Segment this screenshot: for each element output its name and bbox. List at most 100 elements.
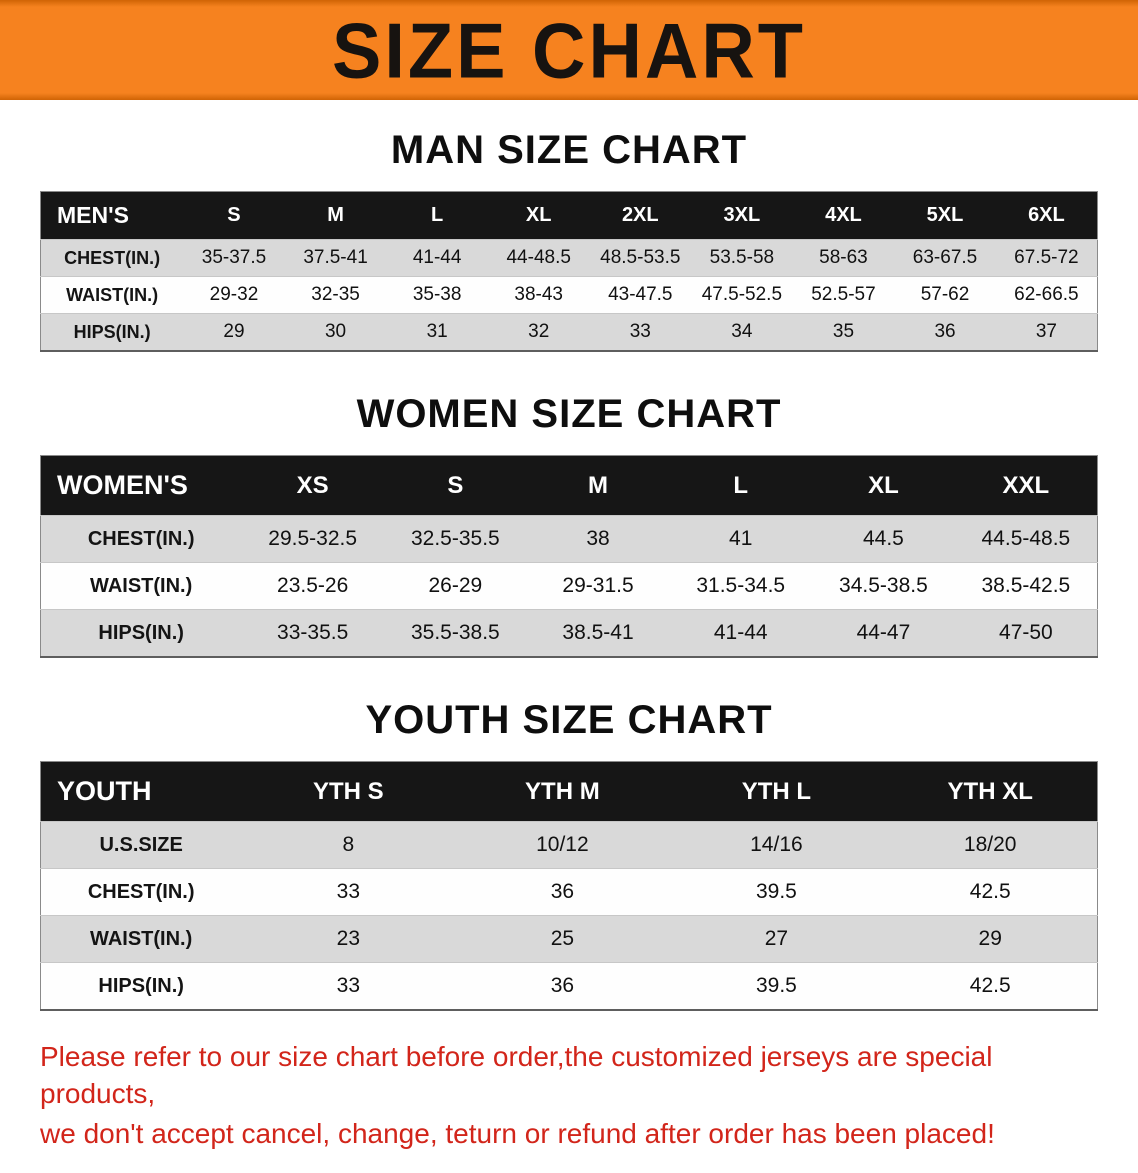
size-value: 38-43 bbox=[514, 284, 564, 305]
size-value: 23 bbox=[336, 927, 361, 950]
size-value: 29 bbox=[223, 321, 245, 342]
size-value: 33-35.5 bbox=[277, 621, 349, 644]
size-value: 32-35 bbox=[311, 284, 360, 305]
table-corner-label: MEN'S bbox=[40, 191, 184, 240]
size-value: 42.5 bbox=[969, 974, 1011, 997]
size-value: 37 bbox=[1035, 321, 1057, 342]
size-value: 14/16 bbox=[750, 833, 803, 856]
size-value: 35-37.5 bbox=[201, 247, 267, 268]
women-section-heading: WOMEN SIZE CHART bbox=[356, 392, 782, 436]
table-row: WAIST(IN.) 23 25 27 29 bbox=[40, 915, 1098, 963]
size-value: 27 bbox=[764, 927, 789, 950]
size-value: 52.5-57 bbox=[811, 284, 876, 305]
size-value: 44-48.5 bbox=[506, 247, 571, 268]
size-value: 29 bbox=[978, 927, 1002, 950]
size-value: 47.5-52.5 bbox=[701, 284, 783, 305]
size-value: 44.5 bbox=[862, 527, 904, 550]
men-size-table: MEN'S S M L XL 2XL 3XL 4XL 5XL 6XL CHEST(IN.) 35-37… bbox=[40, 191, 1098, 352]
size-value: 42.5 bbox=[969, 880, 1011, 903]
size-value: 48.5-53.5 bbox=[600, 247, 681, 268]
size-value: 31 bbox=[426, 321, 448, 342]
banner: SIZE CHART bbox=[0, 0, 1138, 100]
size-column-header: L bbox=[386, 191, 488, 240]
row-label: HIPS(IN.) bbox=[98, 621, 184, 644]
size-value: 53.5-58 bbox=[709, 247, 775, 268]
size-value: 43-47.5 bbox=[608, 284, 673, 305]
size-value: 33 bbox=[336, 974, 361, 997]
table-row: CHEST(IN.) 35-37.5 37.5-41 41-44 44-48.5 48.5… bbox=[40, 239, 1098, 277]
size-column-header: 4XL bbox=[792, 191, 895, 240]
size-value: 62-66.5 bbox=[1014, 284, 1079, 305]
size-value: 63-67.5 bbox=[912, 247, 978, 268]
size-value: 29-32 bbox=[209, 284, 259, 305]
women-size-table: WOMEN'S XS S M L XL XXL CHEST(IN.) 29.5-32.5 32.5… bbox=[40, 455, 1098, 658]
size-value: 26-29 bbox=[428, 574, 483, 597]
row-label: WAIST(IN.) bbox=[90, 574, 193, 597]
row-label: WAIST(IN.) bbox=[66, 284, 159, 305]
size-column-header: XS bbox=[241, 455, 385, 516]
size-value: 33 bbox=[629, 321, 651, 342]
size-value: 34.5-38.5 bbox=[839, 574, 928, 597]
table-corner-label: WOMEN'S bbox=[40, 455, 242, 516]
disclaimer: Please refer to our size chart before or… bbox=[40, 1039, 1100, 1153]
size-column-header: 2XL bbox=[589, 191, 692, 240]
size-column-header: 3XL bbox=[691, 191, 793, 240]
size-column-header: XL bbox=[487, 191, 590, 240]
size-column-header: YTH L bbox=[669, 761, 884, 822]
size-column-header: XXL bbox=[954, 455, 1098, 516]
row-label: CHEST(IN.) bbox=[64, 247, 161, 268]
table-corner-label: YOUTH bbox=[40, 761, 242, 822]
size-value: 58-63 bbox=[819, 247, 868, 268]
size-value: 38.5-42.5 bbox=[981, 574, 1071, 597]
size-value: 39.5 bbox=[755, 880, 797, 903]
size-value: 67.5-72 bbox=[1014, 247, 1079, 268]
youth-section-heading: YOUTH SIZE CHART bbox=[365, 698, 773, 742]
size-value: 47-50 bbox=[999, 621, 1053, 644]
size-column-header: M bbox=[284, 191, 387, 240]
size-column-header: M bbox=[526, 455, 670, 516]
size-value: 57-62 bbox=[920, 284, 970, 305]
table-row: CHEST(IN.) 29.5-32.5 32.5-35.5 38 41 44.5 44.5… bbox=[40, 515, 1098, 563]
size-column-header: XL bbox=[812, 455, 955, 516]
size-value: 35-38 bbox=[412, 284, 462, 305]
table-row: WAIST(IN.) 23.5-26 26-29 29-31.5 31.5-34.5 34… bbox=[40, 562, 1098, 610]
men-section-heading: MAN SIZE CHART bbox=[390, 128, 748, 172]
size-column-header: YTH M bbox=[455, 761, 670, 822]
disclaimer-line-2: we don't accept cancel, change, teturn o… bbox=[40, 1117, 995, 1149]
disclaimer-line-1: Please refer to our size chart before or… bbox=[40, 1041, 993, 1109]
table-header-row: YOUTH YTH S YTH M YTH L YTH XL bbox=[40, 761, 1098, 822]
men-size-section: MAN SIZE CHART MEN'S S M L XL 2XL 3XL 4XL 5XL 6XL… bbox=[0, 128, 1138, 352]
size-value: 23.5-26 bbox=[277, 574, 349, 597]
size-value: 34 bbox=[731, 321, 753, 342]
size-value: 35.5-38.5 bbox=[410, 621, 500, 644]
page-title: SIZE CHART bbox=[332, 6, 806, 94]
row-label: CHEST(IN.) bbox=[87, 880, 195, 903]
size-value: 38 bbox=[586, 527, 610, 550]
size-value: 33 bbox=[336, 880, 361, 903]
size-value: 36 bbox=[934, 321, 956, 342]
size-value: 37.5-41 bbox=[303, 247, 368, 268]
size-value: 41 bbox=[729, 527, 753, 550]
size-column-header: S bbox=[183, 191, 285, 240]
row-label: HIPS(IN.) bbox=[98, 974, 184, 997]
table-row: HIPS(IN.) 33-35.5 35.5-38.5 38.5-41 41-44 44-… bbox=[40, 609, 1098, 657]
size-value: 44-47 bbox=[856, 621, 911, 644]
size-value: 44.5-48.5 bbox=[981, 527, 1071, 550]
size-value: 18/20 bbox=[963, 833, 1017, 856]
size-column-header: 6XL bbox=[995, 191, 1098, 240]
size-value: 30 bbox=[324, 321, 347, 342]
size-value: 38.5-41 bbox=[562, 621, 634, 644]
size-value: 32 bbox=[528, 321, 550, 342]
size-value: 41-44 bbox=[412, 247, 462, 268]
size-value: 32.5-35.5 bbox=[410, 527, 500, 550]
size-column-header: S bbox=[384, 455, 527, 516]
size-value: 39.5 bbox=[755, 974, 797, 997]
size-column-header: YTH S bbox=[241, 761, 456, 822]
size-value: 41-44 bbox=[713, 621, 768, 644]
size-column-header: YTH XL bbox=[883, 761, 1098, 822]
women-size-section: WOMEN SIZE CHART WOMEN'S XS S M L XL XXL CHEST(… bbox=[0, 392, 1138, 658]
table-row: U.S.SIZE 8 10/12 14/16 18/20 bbox=[40, 821, 1098, 869]
size-value: 36 bbox=[550, 880, 575, 903]
youth-size-section: YOUTH SIZE CHART YOUTH YTH S YTH M YTH L YTH… bbox=[0, 698, 1138, 1011]
table-header-row: WOMEN'S XS S M L XL XXL bbox=[40, 455, 1098, 516]
